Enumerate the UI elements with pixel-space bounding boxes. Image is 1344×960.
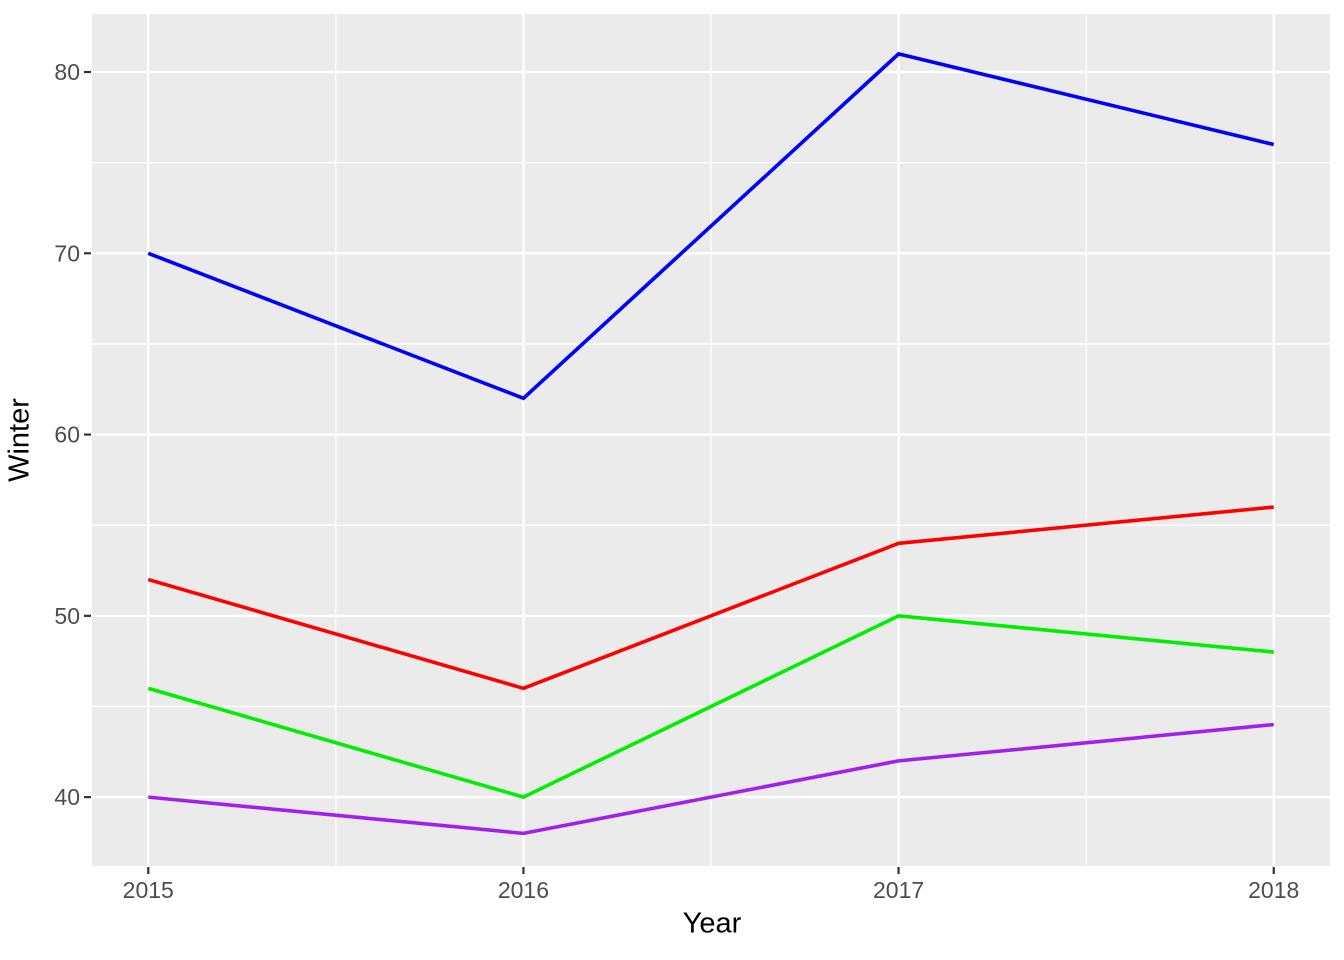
x-axis-ticks: 2015 2016 2017 2018 (123, 867, 1299, 903)
line-series-red (147, 505, 1274, 691)
y-axis-title: Winter (3, 398, 36, 482)
x-tick-label: 2016 (498, 877, 549, 903)
line-series-purple (148, 722, 1274, 836)
series-lines (147, 51, 1275, 836)
grid-major (92, 14, 1330, 866)
y-axis-ticks: 40 50 60 70 80 (54, 59, 91, 810)
x-tick-label: 2018 (1248, 877, 1299, 903)
y-tick-label: 80 (54, 59, 80, 85)
line-series-blue (147, 51, 1275, 401)
x-tick-label: 2017 (873, 877, 924, 903)
x-axis-title: Year (682, 907, 742, 940)
y-tick-label: 70 (54, 240, 80, 266)
grid-minor (92, 14, 1330, 866)
x-tick-label: 2015 (123, 877, 174, 903)
line-series-green (147, 613, 1274, 800)
y-tick-label: 60 (54, 422, 80, 448)
y-tick-label: 50 (54, 603, 80, 629)
y-tick-label: 40 (54, 784, 80, 810)
